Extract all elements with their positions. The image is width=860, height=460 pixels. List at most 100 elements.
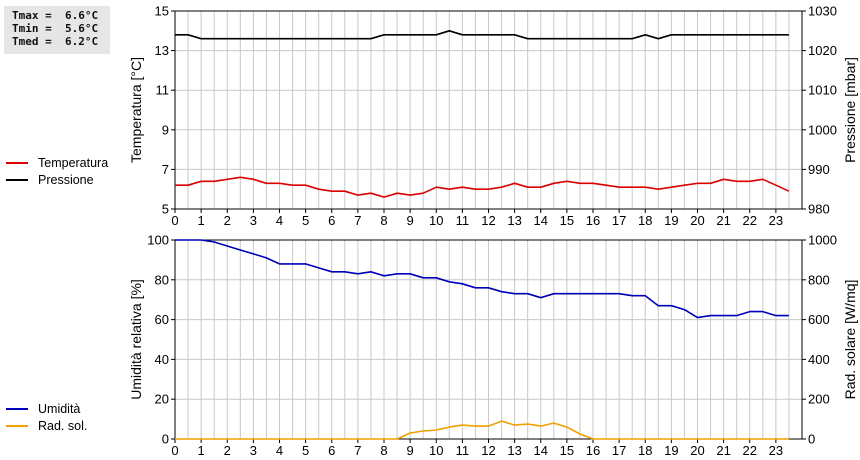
panel1-xtick: 5 bbox=[302, 213, 309, 228]
panel1-xtick: 17 bbox=[612, 213, 626, 228]
panel1-ytick-right: 1000 bbox=[808, 122, 837, 137]
panel2-xtick: 9 bbox=[407, 443, 414, 458]
legend-label-radsol: Rad. sol. bbox=[38, 418, 88, 433]
panel1-xtick: 11 bbox=[456, 213, 470, 228]
panel1-xtick: 9 bbox=[407, 213, 414, 228]
panel2-xtick: 21 bbox=[716, 443, 730, 458]
panel2-ytick-right: 600 bbox=[808, 312, 830, 327]
panel1-ytick-right: 990 bbox=[808, 162, 830, 177]
panel1-xtick: 15 bbox=[560, 213, 574, 228]
panel1-xtick: 22 bbox=[743, 213, 757, 228]
legend-item-temperatura: Temperatura bbox=[6, 154, 108, 171]
panel1-xtick: 20 bbox=[690, 213, 704, 228]
panel2-xtick: 12 bbox=[481, 443, 495, 458]
panel1-xtick: 19 bbox=[664, 213, 678, 228]
legend-swatch-pressione bbox=[6, 178, 28, 181]
panel1-xtick: 10 bbox=[429, 213, 443, 228]
panel1-ylabel-right: Pressione [mbar] bbox=[842, 57, 858, 163]
panel2-ytick-right: 1000 bbox=[808, 233, 837, 248]
panel2-xtick: 14 bbox=[534, 443, 548, 458]
legend-item-pressione: Pressione bbox=[6, 171, 108, 188]
panel2-xtick: 20 bbox=[690, 443, 704, 458]
panel2-ylabel-left: Umidità relativa [%] bbox=[128, 279, 144, 400]
panel1-ylabel-left: Temperatura [°C] bbox=[128, 57, 144, 163]
panel2-series-rad-sol bbox=[175, 420, 789, 440]
panel2-xtick: 0 bbox=[171, 443, 178, 458]
panel2-xtick: 23 bbox=[769, 443, 783, 458]
legend-item-radsol: Rad. sol. bbox=[6, 417, 87, 434]
legend-swatch-umidita bbox=[6, 407, 28, 410]
panel2-xtick: 2 bbox=[224, 443, 231, 458]
panel1-series-temperatura bbox=[175, 176, 790, 198]
panel2-xtick: 18 bbox=[638, 443, 652, 458]
panel1-xtick: 3 bbox=[250, 213, 257, 228]
panel1-ytick-right: 1030 bbox=[808, 4, 837, 19]
panel2-ytick-left: 100 bbox=[147, 233, 169, 248]
panel2-xtick: 22 bbox=[743, 443, 757, 458]
panel2-ylabel-right: Rad. solare [W/mq] bbox=[842, 280, 858, 400]
stat-tmin: Tmin = 5.6°C bbox=[12, 22, 99, 35]
panel2-ytick-right: 200 bbox=[808, 392, 830, 407]
legend-label-pressione: Pressione bbox=[38, 172, 94, 187]
panel1-xtick: 8 bbox=[380, 213, 387, 228]
legend-swatch-radsol bbox=[6, 424, 28, 427]
panel1-ytick-left: 5 bbox=[162, 202, 169, 217]
panel1-xtick: 18 bbox=[638, 213, 652, 228]
panel1-xtick: 14 bbox=[534, 213, 548, 228]
stats-box: Tmax = 6.6°C Tmin = 5.6°C Tmed = 6.2°C bbox=[4, 6, 110, 54]
panel2-xtick: 16 bbox=[586, 443, 600, 458]
legend-label-temperatura: Temperatura bbox=[38, 155, 109, 170]
panel1-xtick: 13 bbox=[507, 213, 521, 228]
panel2-xtick: 13 bbox=[507, 443, 521, 458]
panel1-series-pressione bbox=[175, 29, 789, 40]
panel1-xtick: 12 bbox=[481, 213, 495, 228]
panel2-xtick: 5 bbox=[302, 443, 309, 458]
panel2-ytick-right: 0 bbox=[808, 432, 815, 447]
panel1-xtick: 0 bbox=[171, 213, 178, 228]
panel1-xtick: 4 bbox=[276, 213, 283, 228]
legend-label-umidita: Umidità bbox=[38, 401, 81, 416]
panel1-ytick-left: 13 bbox=[155, 43, 169, 58]
panel2-xtick: 10 bbox=[429, 443, 443, 458]
stat-tmax: Tmax = 6.6°C bbox=[12, 9, 99, 22]
panel2-xtick: 3 bbox=[250, 443, 257, 458]
panel2-xtick: 15 bbox=[560, 443, 574, 458]
panel1-ytick-left: 15 bbox=[155, 4, 169, 19]
panel2-series-umidit bbox=[175, 239, 789, 319]
panel1-xtick: 1 bbox=[198, 213, 205, 228]
panel2-xtick: 6 bbox=[328, 443, 335, 458]
panel2-ytick-left: 40 bbox=[155, 352, 169, 367]
panel2-xtick: 4 bbox=[276, 443, 283, 458]
panel1-ytick-right: 1010 bbox=[808, 83, 837, 98]
panel2-xtick: 11 bbox=[456, 443, 470, 458]
panel2-ytick-left: 20 bbox=[155, 392, 169, 407]
panel1-xtick: 23 bbox=[769, 213, 783, 228]
panel1-frame bbox=[174, 10, 803, 210]
legend-top: Temperatura Pressione bbox=[6, 154, 108, 188]
panel2-ytick-right: 800 bbox=[808, 272, 830, 287]
legend-swatch-temperatura bbox=[6, 161, 28, 164]
panel2-xtick: 17 bbox=[612, 443, 626, 458]
panel2-xtick: 1 bbox=[198, 443, 205, 458]
panel1-xtick: 16 bbox=[586, 213, 600, 228]
panel1-ytick-right: 1020 bbox=[808, 43, 837, 58]
legend-item-umidita: Umidità bbox=[6, 400, 80, 417]
panel2-xtick: 19 bbox=[664, 443, 678, 458]
panel2-ytick-left: 60 bbox=[155, 312, 169, 327]
panel1-xtick: 7 bbox=[354, 213, 361, 228]
panel1-xtick: 6 bbox=[328, 213, 335, 228]
panel1-xtick: 2 bbox=[224, 213, 231, 228]
panel1-ytick-left: 11 bbox=[156, 83, 170, 98]
panel2-frame bbox=[174, 239, 803, 440]
panel2-ytick-left: 0 bbox=[162, 432, 169, 447]
panel1-ytick-left: 9 bbox=[162, 122, 169, 137]
panel2-xtick: 7 bbox=[354, 443, 361, 458]
stat-tmed: Tmed = 6.2°C bbox=[12, 35, 99, 48]
panel2-ytick-left: 80 bbox=[155, 272, 169, 287]
panel1-ytick-left: 7 bbox=[162, 162, 169, 177]
panel2-xtick: 8 bbox=[380, 443, 387, 458]
panel1-ytick-right: 980 bbox=[808, 202, 830, 217]
panel1-xtick: 21 bbox=[716, 213, 730, 228]
panel2-ytick-right: 400 bbox=[808, 352, 830, 367]
